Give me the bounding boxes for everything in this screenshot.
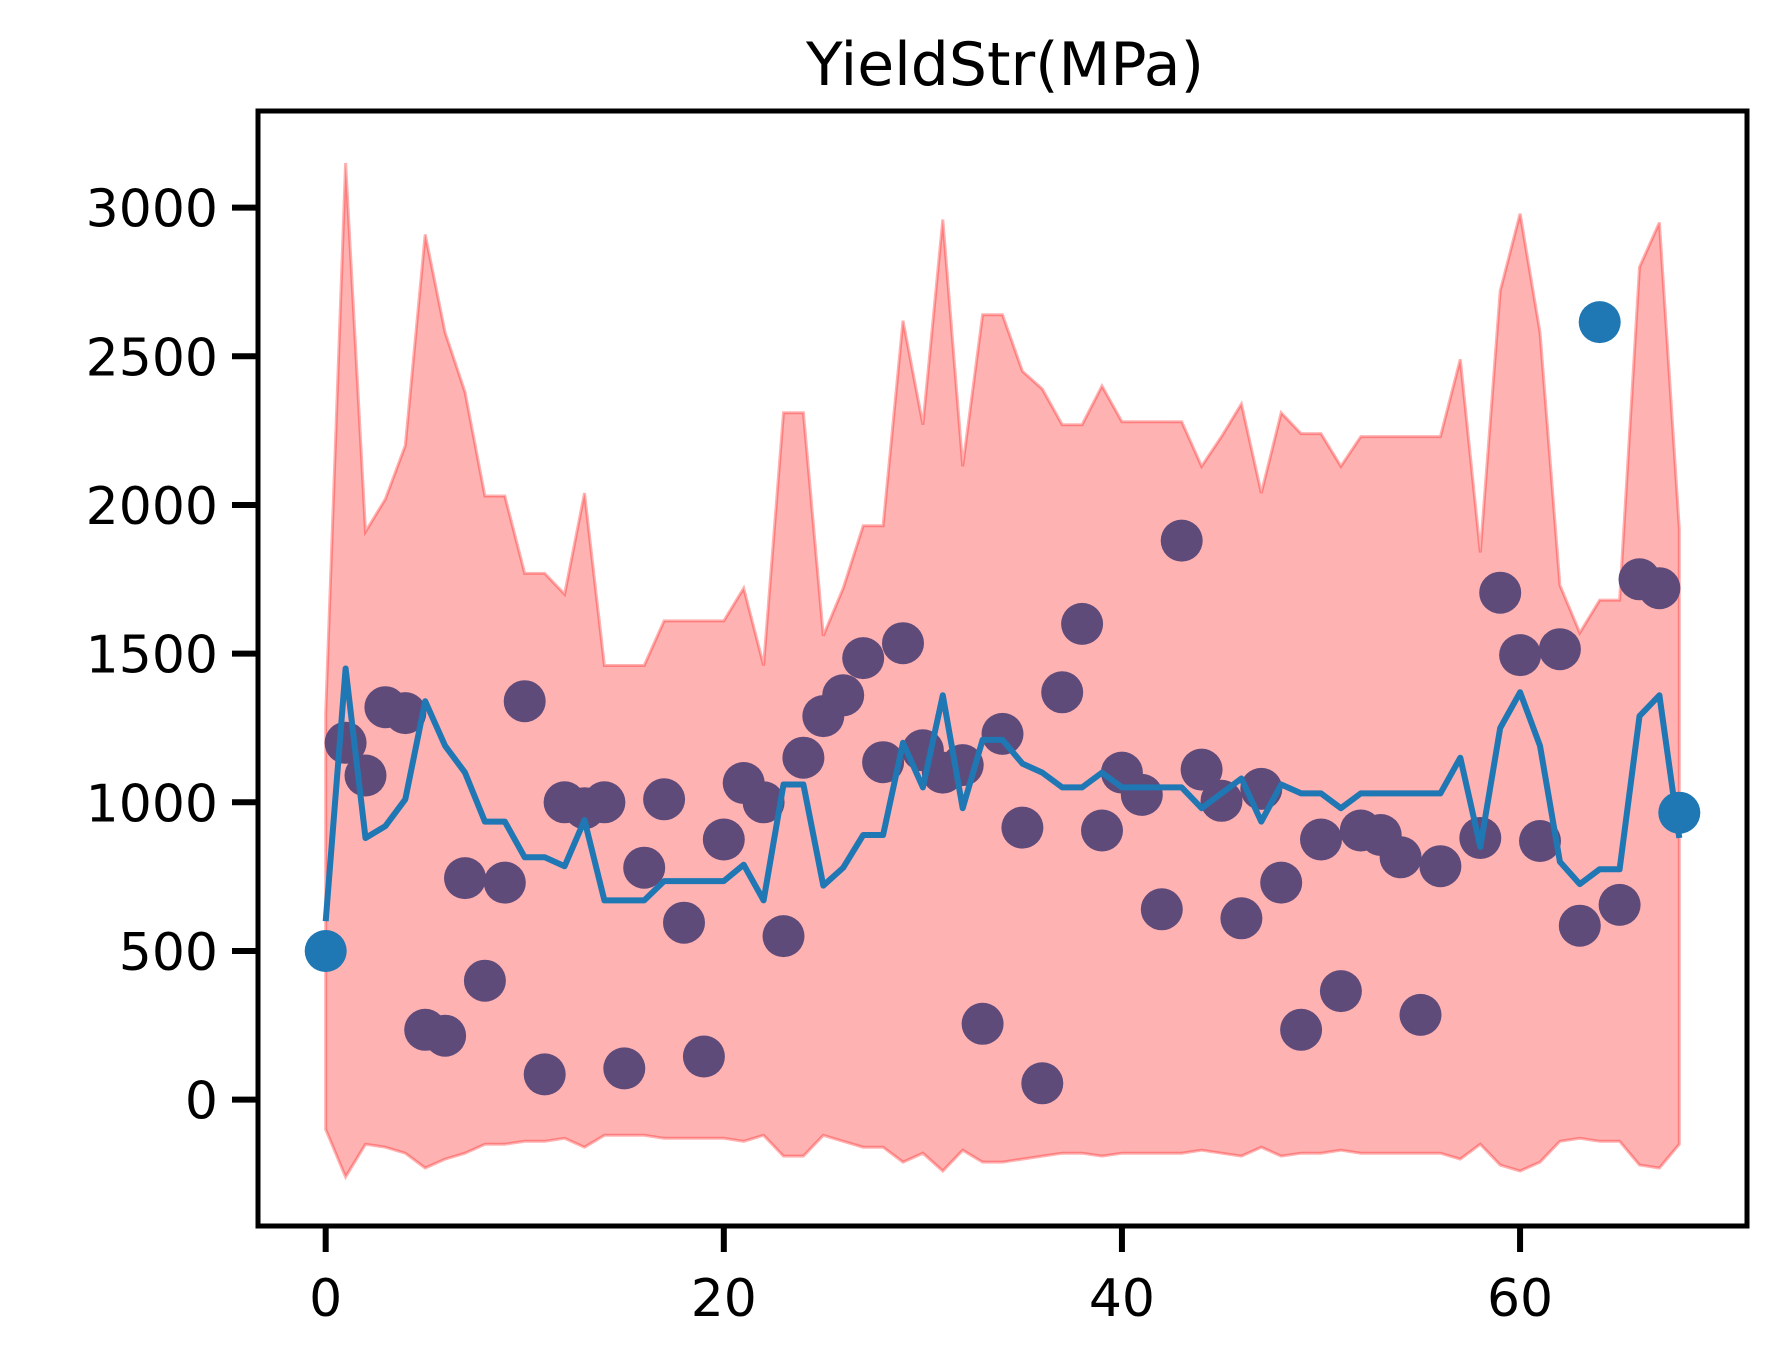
data-point — [1180, 748, 1223, 791]
data-point — [782, 736, 825, 779]
data-point — [1160, 519, 1203, 562]
axes: 0 20 40 60 0 500 1000 1500 2000 2500 3000 — [86, 108, 1750, 1329]
chart-title: YieldStr(MPa) — [805, 30, 1204, 100]
y-tick-label: 2000 — [86, 477, 218, 537]
data-point — [1538, 628, 1581, 671]
data-point — [623, 846, 666, 889]
data-point — [444, 857, 486, 900]
data-point — [1081, 809, 1123, 852]
data-point — [762, 915, 805, 958]
data-point — [663, 901, 705, 944]
plot-frame — [255, 108, 1750, 1229]
data-point — [981, 712, 1024, 755]
data-point — [1598, 883, 1641, 926]
data-point — [961, 1002, 1004, 1045]
data-point — [842, 637, 885, 680]
data-point — [344, 754, 387, 797]
plot-content — [322, 162, 1683, 1181]
data-point — [1041, 671, 1084, 714]
y-tick-label: 3000 — [86, 180, 218, 240]
data-point — [1419, 845, 1462, 888]
y-tick-label: 0 — [185, 1072, 218, 1132]
outlier-point — [1658, 791, 1701, 834]
x-tick-label: 20 — [691, 1269, 757, 1329]
data-point — [1200, 779, 1243, 822]
data-point — [643, 778, 686, 821]
data-point — [682, 1035, 725, 1078]
data-point — [503, 680, 546, 723]
data-point — [483, 861, 526, 904]
data-point — [1021, 1062, 1064, 1105]
data-point — [1479, 571, 1522, 614]
data-point — [1519, 820, 1561, 862]
data-point — [463, 959, 506, 1002]
plot-area — [304, 162, 1701, 1181]
data-point — [1300, 818, 1342, 861]
data-point — [1120, 773, 1163, 816]
x-tick-label: 0 — [309, 1269, 342, 1329]
outlier-point — [304, 930, 347, 972]
data-point — [1558, 904, 1601, 947]
prediction-line — [322, 665, 1683, 922]
data-point — [1638, 567, 1681, 610]
data-point — [384, 692, 427, 735]
data-point — [523, 1053, 566, 1096]
data-point — [1319, 970, 1362, 1013]
data-point — [1499, 634, 1542, 677]
data-point — [1140, 888, 1183, 931]
data-point — [1220, 897, 1263, 940]
data-point — [603, 1047, 646, 1090]
data-point — [702, 818, 745, 861]
y-tick-label: 1500 — [86, 626, 218, 686]
x-tick-label: 60 — [1487, 1269, 1553, 1329]
outlier-point — [1578, 301, 1621, 344]
data-point — [1399, 993, 1442, 1036]
data-point — [583, 781, 626, 824]
data-point — [1061, 602, 1104, 645]
data-point — [1260, 861, 1303, 904]
data-point — [822, 674, 865, 717]
data-point — [1280, 1008, 1323, 1051]
data-point — [1001, 806, 1044, 849]
y-tick-label: 1000 — [86, 774, 218, 834]
data-point — [424, 1014, 467, 1057]
data-point — [1379, 836, 1422, 879]
data-point — [882, 622, 924, 665]
y-tick-label: 500 — [119, 923, 218, 983]
y-tick-label: 2500 — [86, 328, 218, 388]
data-point — [742, 781, 785, 824]
x-tick-label: 40 — [1089, 1269, 1155, 1329]
